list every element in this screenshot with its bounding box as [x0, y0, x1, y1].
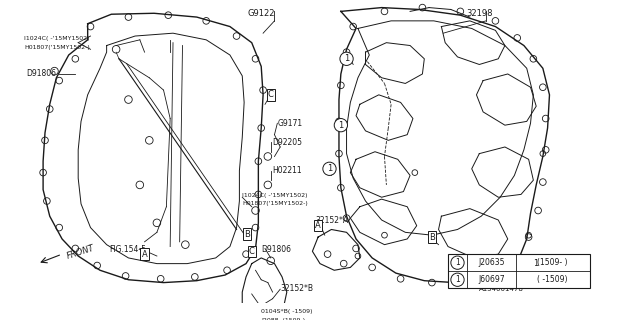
Text: A: A: [141, 250, 147, 259]
Text: 1: 1: [534, 259, 539, 268]
Text: J60697: J60697: [478, 275, 505, 284]
Text: FIG.154-5: FIG.154-5: [109, 245, 147, 254]
Text: B: B: [429, 233, 435, 242]
Circle shape: [451, 256, 464, 269]
Text: D91806: D91806: [26, 69, 56, 78]
Text: C: C: [268, 90, 274, 99]
Text: 32152*B: 32152*B: [280, 284, 313, 293]
Text: 32198: 32198: [466, 10, 493, 19]
Text: 1: 1: [344, 54, 349, 63]
Text: 1: 1: [338, 121, 344, 130]
Text: 1: 1: [327, 164, 332, 173]
Circle shape: [340, 52, 353, 65]
Text: 1: 1: [455, 275, 460, 284]
Circle shape: [451, 273, 464, 286]
Text: 0104S*B( -1509): 0104S*B( -1509): [261, 309, 313, 314]
Circle shape: [323, 162, 336, 175]
Text: (1509- ): (1509- ): [537, 258, 568, 267]
Text: B: B: [244, 230, 250, 239]
Text: H01807('15MY1502-): H01807('15MY1502-): [243, 201, 308, 206]
Text: D91806: D91806: [261, 245, 291, 254]
Text: J2088  (1509-): J2088 (1509-): [261, 318, 305, 320]
Text: C: C: [249, 247, 255, 256]
Text: J20635: J20635: [478, 258, 505, 267]
Text: A154001478: A154001478: [479, 286, 524, 292]
Circle shape: [51, 67, 58, 75]
Text: ( -1509): ( -1509): [537, 275, 568, 284]
Text: G9171: G9171: [277, 119, 303, 129]
Circle shape: [334, 118, 348, 132]
Text: G9122: G9122: [248, 10, 275, 19]
Bar: [448, 254, 590, 288]
Text: FRONT: FRONT: [66, 243, 96, 261]
Text: D92205: D92205: [273, 138, 303, 147]
Text: A: A: [316, 221, 321, 230]
Text: H01807('15MY1502-): H01807('15MY1502-): [24, 44, 90, 50]
Text: 1: 1: [455, 258, 460, 267]
Text: 32152*A: 32152*A: [316, 216, 348, 225]
Text: H02211: H02211: [273, 166, 302, 175]
Text: I1024C( -'15MY1502): I1024C( -'15MY1502): [243, 193, 308, 197]
Circle shape: [529, 257, 543, 270]
Text: I1024C( -'15MY1502): I1024C( -'15MY1502): [24, 36, 90, 41]
